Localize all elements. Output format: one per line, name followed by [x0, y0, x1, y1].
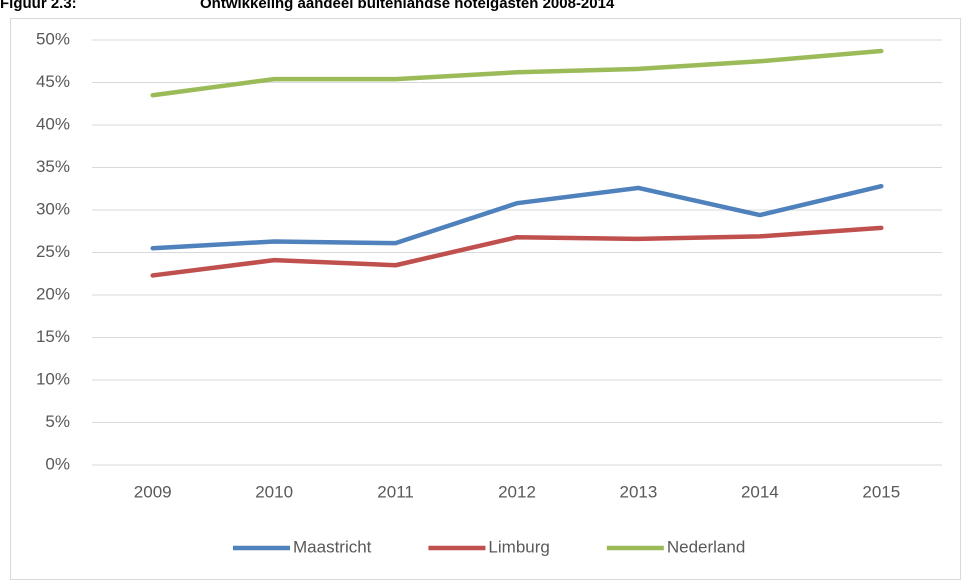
y-tick-label: 20% [36, 284, 70, 303]
y-tick-label: 5% [45, 412, 70, 431]
y-tick-label: 10% [36, 369, 70, 388]
y-tick-label: 0% [45, 454, 70, 473]
figure-label: Figuur 2.3: [0, 0, 77, 12]
y-tick-label: 15% [36, 327, 70, 346]
y-tick-label: 35% [36, 157, 70, 176]
x-tick-label: 2012 [498, 482, 536, 501]
series-line [150, 48, 884, 98]
x-tick-label: 2013 [620, 482, 658, 501]
series-line [150, 225, 884, 278]
chart-frame [10, 18, 961, 580]
x-tick-label: 2009 [134, 482, 172, 501]
legend-label: Nederland [667, 537, 745, 556]
y-tick-label: 30% [36, 199, 70, 218]
x-tick-label: 2011 [377, 482, 414, 501]
y-tick-label: 50% [36, 29, 70, 48]
series-line [150, 183, 884, 251]
legend-label: Maastricht [293, 537, 372, 556]
y-tick-label: 40% [36, 114, 70, 133]
x-tick-label: 2015 [862, 482, 900, 501]
legend-label: Limburg [488, 537, 549, 556]
y-tick-label: 45% [36, 72, 70, 91]
chart-title: Ontwikkeling aandeel buitenlandse hotelg… [200, 0, 615, 12]
y-tick-label: 25% [36, 242, 70, 261]
x-tick-label: 2010 [255, 482, 293, 501]
x-tick-label: 2014 [741, 482, 779, 501]
